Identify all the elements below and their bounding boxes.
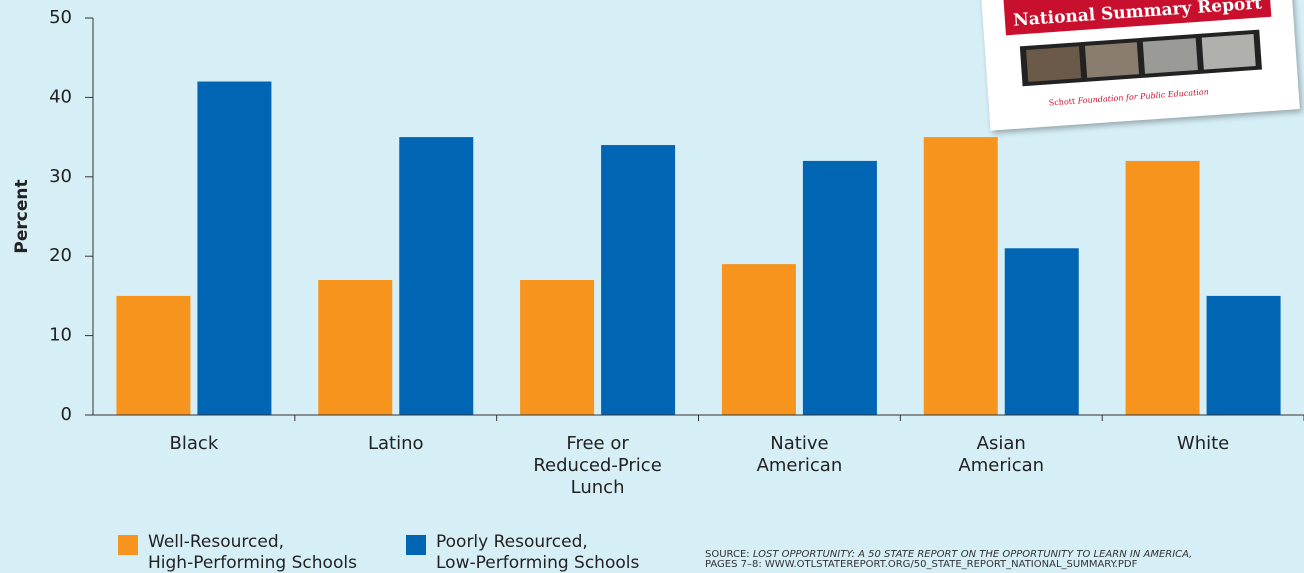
report-cover: National Summary Report Schott Foundatio… (980, 0, 1300, 131)
bar (923, 137, 998, 415)
bar (116, 295, 191, 415)
bar (1004, 248, 1079, 415)
bar (520, 280, 595, 415)
y-tick-label: 0 (61, 404, 72, 425)
source-label: SOURCE: (705, 549, 750, 560)
source-title: LOST OPPORTUNITY: A 50 STATE REPORT ON T… (752, 549, 1193, 560)
y-tick-label: 50 (49, 7, 72, 28)
x-tick-label: Native American (756, 433, 843, 476)
legend-label: Well-Resourced, High-Performing Schools (148, 532, 357, 573)
cover-brand: Schott Foundation for Public Education (1049, 87, 1210, 107)
film-strip (1019, 29, 1263, 87)
y-tick-label: 40 (49, 86, 72, 107)
bar (197, 81, 272, 416)
y-tick-label: 30 (49, 166, 72, 187)
source-note: SOURCE: LOST OPPORTUNITY: A 50 STATE REP… (705, 550, 1295, 570)
bar (399, 137, 474, 415)
y-tick-label: 20 (49, 245, 72, 266)
legend-swatch (406, 535, 426, 555)
legend-swatch (118, 535, 138, 555)
x-tick-label: Black (169, 433, 219, 454)
x-tick-label: Asian American (958, 433, 1045, 476)
bar (601, 145, 676, 416)
foundation: Foundation for Public Education (1077, 87, 1210, 106)
brand: Schott (1048, 96, 1076, 108)
source-detail: PAGES 7–8: WWW.OTLSTATEREPORT.ORG/50_STA… (705, 559, 1138, 570)
bar (1206, 295, 1281, 415)
bar (1125, 160, 1200, 415)
bar (318, 280, 393, 415)
x-tick-label: White (1176, 433, 1230, 454)
bar (802, 160, 877, 415)
x-tick-label: Latino (367, 433, 424, 454)
y-axis-label: Percent (12, 179, 32, 253)
cover-title: National Summary Report (1003, 0, 1272, 36)
legend-label: Poorly Resourced, Low-Performing Schools (436, 532, 640, 573)
bar (721, 264, 796, 415)
y-tick-label: 10 (49, 325, 72, 346)
x-tick-label: Free or Reduced-Price Lunch (533, 433, 662, 498)
